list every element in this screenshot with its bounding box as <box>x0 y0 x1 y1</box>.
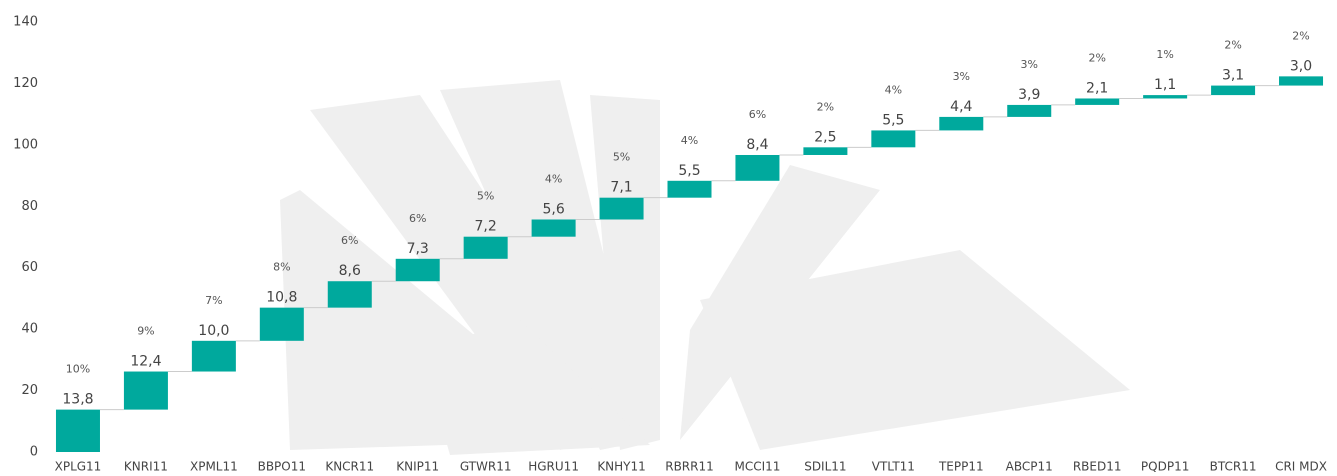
percent-label: 1% <box>1156 48 1173 61</box>
bar <box>600 198 644 220</box>
y-tick-label: 20 <box>21 383 38 398</box>
bar <box>56 410 100 452</box>
y-tick-label: 0 <box>30 445 38 460</box>
percent-label: 7% <box>205 294 222 307</box>
bar <box>1007 105 1051 117</box>
value-label: 12,4 <box>130 354 161 370</box>
value-label: 3,9 <box>1018 87 1040 103</box>
y-tick-label: 120 <box>13 76 38 91</box>
y-tick-label: 40 <box>21 322 38 337</box>
bar <box>803 147 847 155</box>
percent-label: 3% <box>1021 58 1038 71</box>
y-tick-label: 80 <box>21 199 38 214</box>
y-tick-label: 100 <box>13 137 38 152</box>
value-label: 5,5 <box>678 163 700 179</box>
x-tick-label: RBRR11 <box>665 460 714 474</box>
bar <box>668 181 712 198</box>
percent-label: 3% <box>953 70 970 83</box>
x-tick-label: ABCP11 <box>1006 460 1053 474</box>
x-tick-label: KNCR11 <box>325 460 374 474</box>
x-tick-label: VTLT11 <box>872 460 915 474</box>
value-label: 13,8 <box>62 392 93 408</box>
x-tick-label: KNHY11 <box>597 460 645 474</box>
value-label: 8,6 <box>339 263 361 279</box>
percent-label: 4% <box>681 134 698 147</box>
x-tick-label: CRI MDX <box>1275 460 1327 474</box>
bar <box>1075 98 1119 104</box>
value-label: 3,1 <box>1222 68 1244 84</box>
value-label: 5,6 <box>542 201 564 217</box>
value-label: 3,0 <box>1290 58 1312 74</box>
bar <box>260 308 304 341</box>
x-tick-label: KNRI11 <box>124 460 168 474</box>
bar <box>328 281 372 307</box>
x-tick-label: XPML11 <box>190 460 238 474</box>
percent-label: 2% <box>817 100 834 113</box>
bar <box>124 372 168 410</box>
percent-label: 5% <box>477 190 494 203</box>
value-label: 7,3 <box>407 241 429 257</box>
percent-label: 10% <box>66 363 90 376</box>
bar <box>396 259 440 281</box>
x-tick-label: PQDP11 <box>1141 460 1189 474</box>
x-tick-label: XPLG11 <box>55 460 102 474</box>
percent-label: 5% <box>613 151 630 164</box>
value-label: 8,4 <box>746 137 768 153</box>
value-label: 2,1 <box>1086 80 1108 96</box>
percent-label: 6% <box>409 212 426 225</box>
x-tick-label: RBED11 <box>1073 460 1122 474</box>
bar <box>735 155 779 181</box>
percent-label: 9% <box>137 325 154 338</box>
x-tick-label: SDIL11 <box>804 460 846 474</box>
bar <box>192 341 236 372</box>
bar <box>1279 76 1323 85</box>
percent-label: 4% <box>885 83 902 96</box>
x-tick-label: TEPP11 <box>938 460 984 474</box>
x-tick-label: BBPO11 <box>258 460 306 474</box>
bar <box>464 237 508 259</box>
value-label: 5,5 <box>882 112 904 128</box>
percent-label: 6% <box>749 108 766 121</box>
bar <box>939 117 983 131</box>
x-tick-label: BTCR11 <box>1210 460 1257 474</box>
percent-label: 6% <box>341 234 358 247</box>
bar <box>1143 95 1187 98</box>
value-label: 10,0 <box>198 323 229 339</box>
percent-label: 2% <box>1292 29 1309 42</box>
value-label: 4,4 <box>950 99 972 115</box>
percent-label: 2% <box>1224 39 1241 52</box>
x-tick-label: KNIP11 <box>396 460 439 474</box>
x-tick-label: MCCI11 <box>734 460 780 474</box>
value-label: 7,2 <box>475 219 497 235</box>
bar <box>871 130 915 147</box>
percent-label: 2% <box>1088 51 1105 64</box>
value-label: 2,5 <box>814 129 836 145</box>
value-label: 1,1 <box>1154 77 1176 93</box>
percent-label: 8% <box>273 261 290 274</box>
x-tick-label: HGRU11 <box>528 460 579 474</box>
y-tick-label: 140 <box>13 15 38 30</box>
bar <box>1211 86 1255 96</box>
y-tick-label: 60 <box>21 260 38 275</box>
value-label: 10,8 <box>266 290 297 306</box>
chart: 0 20 40 60 80 100 120 140 13,8 10% XPLG11 12,4 9% KNR… <box>0 0 1337 476</box>
bar <box>532 219 576 236</box>
value-label: 7,1 <box>610 180 632 196</box>
percent-label: 4% <box>545 172 562 185</box>
x-tick-label: GTWR11 <box>460 460 512 474</box>
